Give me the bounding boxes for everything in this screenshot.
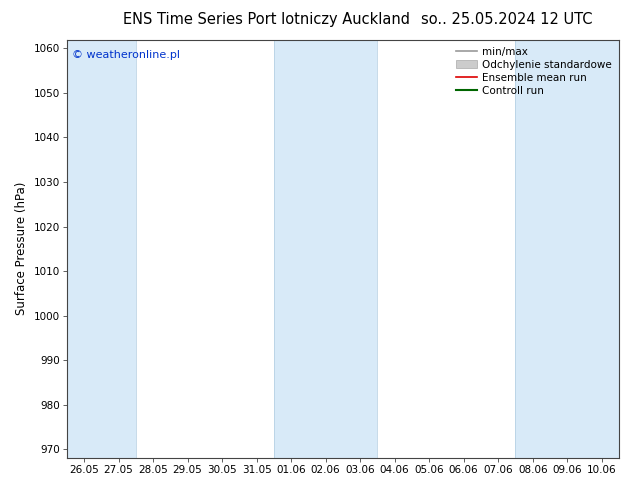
Bar <box>67 40 136 458</box>
Text: ENS Time Series Port lotniczy Auckland: ENS Time Series Port lotniczy Auckland <box>123 12 410 27</box>
Y-axis label: Surface Pressure (hPa): Surface Pressure (hPa) <box>15 182 28 316</box>
Text: © weatheronline.pl: © weatheronline.pl <box>72 50 180 60</box>
Bar <box>515 40 619 458</box>
Text: so.. 25.05.2024 12 UTC: so.. 25.05.2024 12 UTC <box>422 12 593 27</box>
Legend: min/max, Odchylenie standardowe, Ensemble mean run, Controll run: min/max, Odchylenie standardowe, Ensembl… <box>452 43 616 100</box>
Bar <box>274 40 377 458</box>
